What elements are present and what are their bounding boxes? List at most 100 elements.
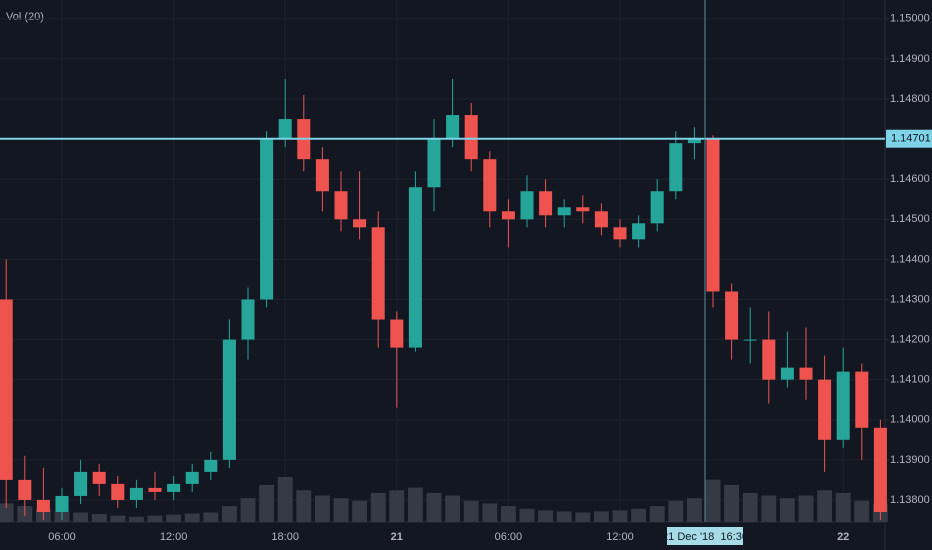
candle-body bbox=[185, 471, 199, 484]
volume-bar bbox=[166, 514, 182, 522]
volume-bar bbox=[724, 484, 740, 522]
candle-body bbox=[260, 139, 274, 300]
y-tick-label: 1.15000 bbox=[890, 13, 930, 25]
volume-bar bbox=[184, 513, 200, 522]
candle-body bbox=[241, 299, 255, 340]
volume-bar bbox=[612, 510, 628, 522]
y-tick-label: 1.14500 bbox=[890, 213, 930, 225]
candle-body bbox=[222, 339, 236, 460]
candle-body bbox=[632, 223, 646, 240]
candle-body bbox=[799, 367, 813, 380]
volume-bar bbox=[333, 498, 349, 522]
candle-body bbox=[594, 211, 608, 228]
candle-body bbox=[92, 471, 106, 484]
volume-bar bbox=[686, 498, 702, 522]
candle-body bbox=[0, 299, 13, 480]
volume-bar bbox=[221, 506, 237, 522]
crosshair-time-label: 21 Dec '18 16:30 bbox=[662, 531, 748, 543]
candle-body bbox=[539, 191, 553, 216]
candle-body bbox=[129, 487, 143, 500]
y-tick-label: 1.14200 bbox=[890, 333, 930, 345]
volume-bar bbox=[147, 515, 163, 522]
candle-body bbox=[427, 139, 441, 188]
volume-bar bbox=[538, 510, 554, 522]
candle-body bbox=[167, 483, 181, 492]
price-label-box bbox=[886, 129, 932, 148]
x-tick-label: 22 bbox=[837, 531, 849, 543]
volume-bar bbox=[705, 479, 721, 522]
volume-bar bbox=[240, 498, 256, 522]
candle-body bbox=[36, 499, 50, 512]
volume-bar bbox=[482, 503, 498, 522]
candle-body bbox=[18, 479, 32, 500]
volume-bar bbox=[817, 490, 833, 522]
volume-bar bbox=[426, 492, 442, 522]
candle-body bbox=[855, 371, 869, 428]
candle-body bbox=[669, 143, 683, 192]
y-tick-label: 1.14300 bbox=[890, 293, 930, 305]
volume-bar bbox=[761, 495, 777, 522]
candle-body bbox=[74, 471, 88, 496]
candle-body bbox=[464, 115, 478, 160]
x-tick-label: 12:00 bbox=[606, 531, 634, 543]
crosshair-time-box bbox=[667, 527, 743, 545]
y-tick-label: 1.14800 bbox=[890, 93, 930, 105]
volume-bar bbox=[370, 492, 386, 522]
volume-bar bbox=[277, 477, 293, 522]
candle-body bbox=[55, 495, 69, 512]
candle-body bbox=[576, 207, 590, 212]
candle-body bbox=[390, 319, 404, 348]
volume-bar bbox=[259, 484, 275, 522]
candle-body bbox=[520, 191, 534, 220]
y-tick-label: 1.14000 bbox=[890, 414, 930, 426]
volume-bar bbox=[519, 508, 535, 522]
volume-bar bbox=[296, 490, 312, 522]
y-tick-label: 1.13900 bbox=[890, 454, 930, 466]
candle-body bbox=[408, 187, 422, 348]
volume-bar bbox=[91, 514, 107, 522]
candle-body bbox=[836, 371, 850, 440]
indicator-label: Vol (20) bbox=[6, 11, 44, 23]
volume-bar bbox=[203, 512, 219, 522]
volume-bar bbox=[0, 503, 14, 522]
volume-bar bbox=[73, 512, 89, 522]
x-tick-label: 06:00 bbox=[495, 531, 523, 543]
x-tick-label: 18:00 bbox=[271, 531, 299, 543]
candle-body bbox=[483, 159, 497, 212]
volume-bar bbox=[463, 500, 479, 522]
volume-bar bbox=[593, 511, 609, 522]
volume-bar bbox=[500, 506, 516, 522]
volume-bar bbox=[779, 498, 795, 522]
candle-body bbox=[613, 227, 627, 240]
candle-body bbox=[501, 211, 515, 220]
candle-body bbox=[818, 379, 832, 440]
candle-body bbox=[687, 139, 701, 144]
candle-body bbox=[353, 219, 367, 228]
volume-bar bbox=[575, 512, 591, 522]
candle-body bbox=[278, 119, 292, 140]
volume-bar bbox=[631, 508, 647, 522]
volume-bar bbox=[668, 500, 684, 522]
candle-body bbox=[148, 487, 162, 492]
volume-bar bbox=[835, 492, 851, 522]
volume-bar bbox=[389, 490, 405, 522]
volume-bar bbox=[128, 516, 144, 522]
candle-body bbox=[706, 139, 720, 292]
candle-body bbox=[557, 207, 571, 216]
volume-bar bbox=[854, 500, 870, 522]
volume-bar bbox=[407, 487, 423, 522]
volume-bar bbox=[314, 495, 330, 522]
candle-body bbox=[650, 191, 664, 224]
volume-bar bbox=[352, 500, 368, 522]
y-tick-label: 1.14600 bbox=[890, 173, 930, 185]
volume-bar bbox=[742, 492, 758, 522]
candle-body bbox=[762, 339, 776, 380]
volume-bar bbox=[445, 495, 461, 522]
price-label: 1.14701 bbox=[891, 133, 931, 145]
candle-body bbox=[780, 367, 794, 380]
candle-body bbox=[371, 227, 385, 320]
candle-body bbox=[111, 483, 125, 500]
